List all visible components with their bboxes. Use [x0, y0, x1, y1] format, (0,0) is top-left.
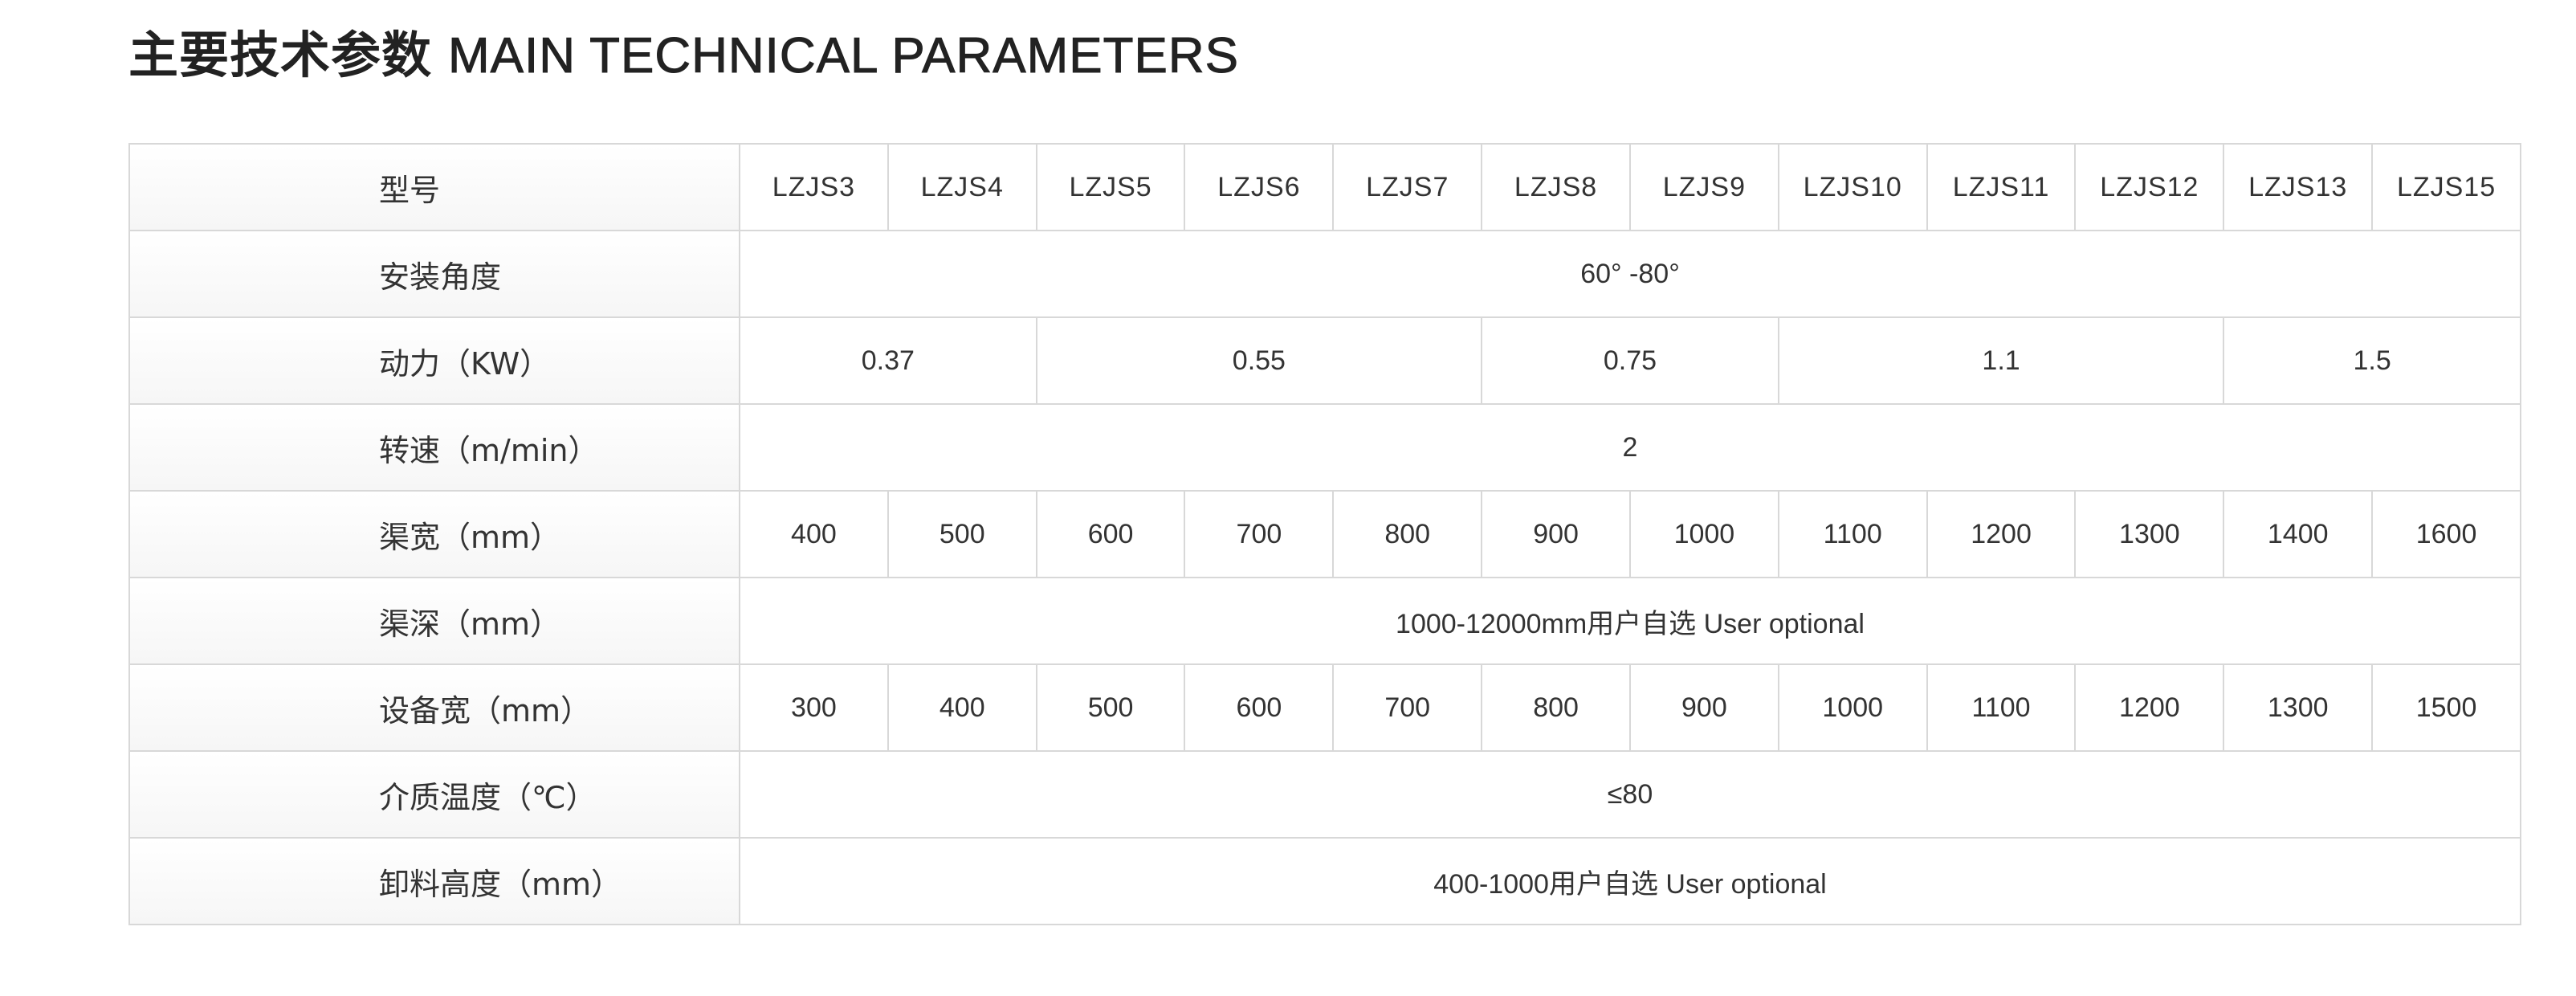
table-cell: 700: [1184, 490, 1335, 578]
row-discharge-height: 卸料高度（mm） 400-1000用户自选 User optional: [128, 837, 2521, 925]
table-cell: 800: [1332, 490, 1483, 578]
table-cell: 900: [1481, 490, 1631, 578]
row-label: 转速（m/min）: [128, 403, 740, 492]
row-label: 渠宽（mm）: [128, 490, 740, 578]
table-cell: 1000: [1777, 663, 1928, 752]
model-header: LZJS3: [739, 143, 889, 231]
table-cell: 1600: [2371, 490, 2521, 578]
row-angle: 安装角度 60° -80°: [128, 230, 2521, 318]
row-label: 型号: [128, 143, 740, 231]
row-label: 安装角度: [128, 230, 740, 318]
table-cell: 800: [1481, 663, 1631, 752]
row-equipment-width: 设备宽（mm） 300 400 500 600 700 800 900 1000 1100 1200…: [128, 663, 2521, 752]
table-cell: 0.55: [1035, 316, 1483, 405]
table-cell: 1500: [2371, 663, 2521, 752]
row-label: 动力（KW）: [128, 316, 740, 405]
table-cell: 1100: [1777, 490, 1928, 578]
table-cell: 1300: [2074, 490, 2225, 578]
row-label: 设备宽（mm）: [128, 663, 740, 752]
table-cell: 1100: [1926, 663, 2077, 752]
row-channel-depth: 渠深（mm） 1000-12000mm用户自选 User optional: [128, 577, 2521, 665]
parameters-table: 型号 LZJS3 LZJS4 LZJS5 LZJS6 LZJS7 LZJS8 LZJS9 LZJ…: [128, 143, 2521, 925]
title-zh: 主要技术参数: [128, 26, 433, 84]
table-cell: 600: [1184, 663, 1335, 752]
model-header: LZJS4: [887, 143, 1037, 231]
row-label: 介质温度（℃）: [128, 750, 740, 839]
model-header: LZJS10: [1777, 143, 1928, 231]
table-cell: 1200: [2074, 663, 2225, 752]
table-cell: 0.37: [739, 316, 1037, 405]
table-cell: 900: [1628, 663, 1779, 752]
table-cell: 2: [739, 403, 2521, 492]
row-label: 渠深（mm）: [128, 577, 740, 665]
page-title: 主要技术参数 MAIN TECHNICAL PARAMETERS: [128, 14, 1239, 87]
table-cell: 0.75: [1481, 316, 1779, 405]
table-cell: 1000-12000mm用户自选 User optional: [739, 577, 2521, 665]
model-header: LZJS13: [2223, 143, 2374, 231]
table-cell: 500: [1035, 663, 1186, 752]
table-cell: 1400: [2223, 490, 2374, 578]
model-header: LZJS8: [1481, 143, 1631, 231]
table-cell: ≤80: [739, 750, 2521, 839]
model-header: LZJS11: [1926, 143, 2077, 231]
row-label: 卸料高度（mm）: [128, 837, 740, 925]
model-header: LZJS7: [1332, 143, 1483, 231]
table-cell: 400-1000用户自选 User optional: [739, 837, 2521, 925]
row-speed: 转速（m/min） 2: [128, 403, 2521, 492]
row-power: 动力（KW） 0.37 0.55 0.75 1.1 1.5: [128, 316, 2521, 405]
table-cell: 500: [887, 490, 1037, 578]
table-cell: 400: [739, 490, 889, 578]
row-channel-width: 渠宽（mm） 400 500 600 700 800 900 1000 1100 1200 1300…: [128, 490, 2521, 578]
table-cell: 600: [1035, 490, 1186, 578]
table-cell: 1200: [1926, 490, 2077, 578]
model-header: LZJS9: [1628, 143, 1779, 231]
model-header: LZJS12: [2074, 143, 2225, 231]
row-model: 型号 LZJS3 LZJS4 LZJS5 LZJS6 LZJS7 LZJS8 LZJS9 LZJ…: [128, 143, 2521, 231]
table-cell: 60° -80°: [739, 230, 2521, 318]
table-cell: 700: [1332, 663, 1483, 752]
title-en: MAIN TECHNICAL PARAMETERS: [448, 28, 1240, 84]
table-cell: 1000: [1628, 490, 1779, 578]
model-header: LZJS6: [1184, 143, 1335, 231]
table-cell: 400: [887, 663, 1037, 752]
model-header: LZJS5: [1035, 143, 1186, 231]
table-cell: 1300: [2223, 663, 2374, 752]
table-cell: 1.5: [2223, 316, 2521, 405]
table-cell: 300: [739, 663, 889, 752]
table-cell: 1.1: [1777, 316, 2225, 405]
model-header: LZJS15: [2371, 143, 2521, 231]
row-medium-temp: 介质温度（℃） ≤80: [128, 750, 2521, 839]
